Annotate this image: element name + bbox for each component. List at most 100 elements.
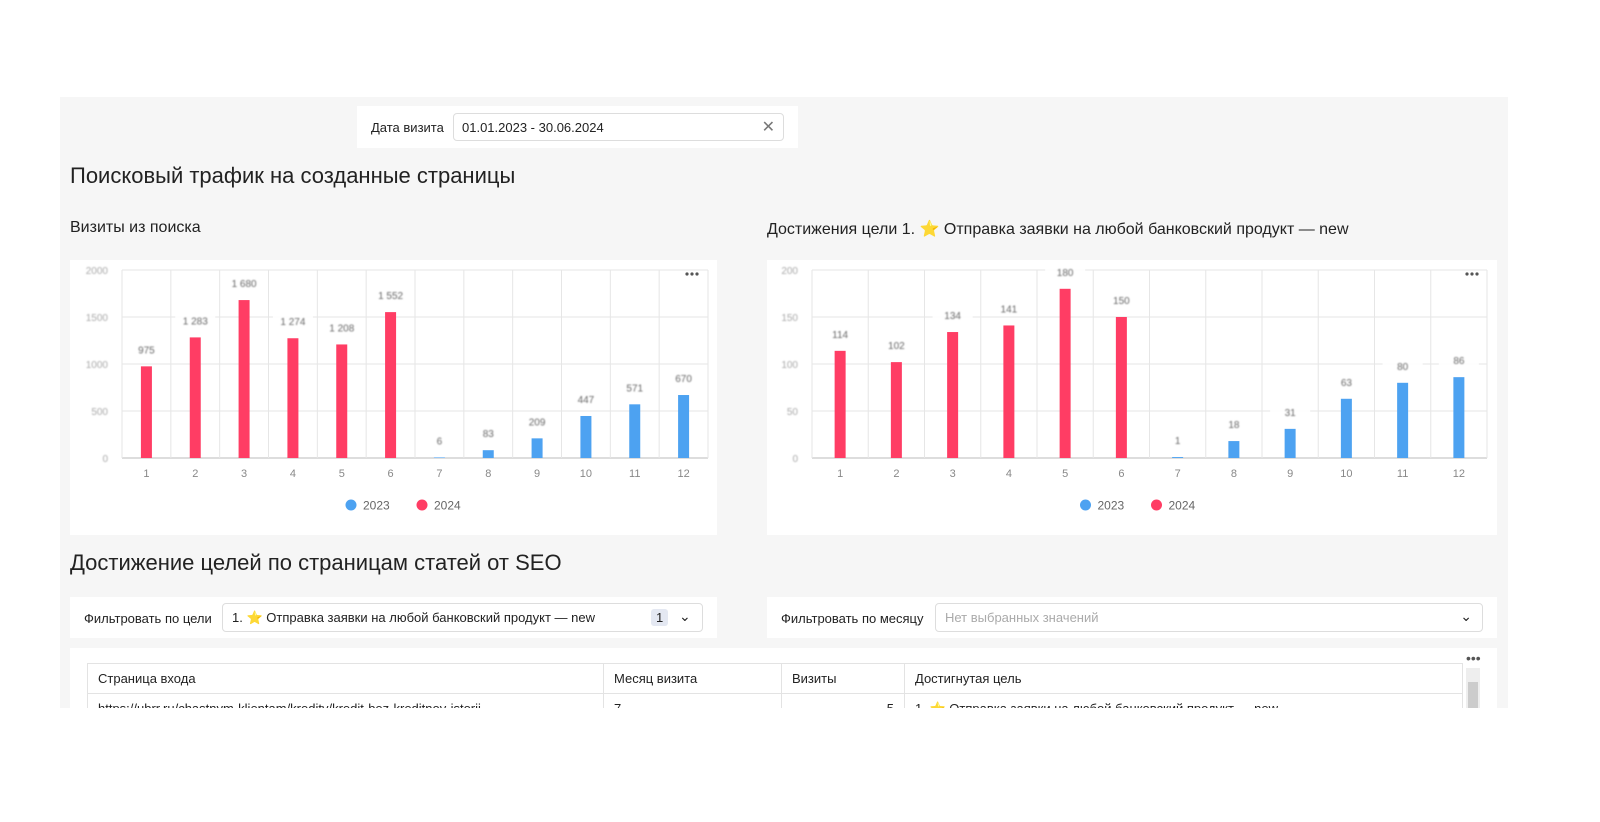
value-label-bg xyxy=(419,432,460,449)
month-filter: Фильтровать по месяцу Нет выбранных знач… xyxy=(767,597,1497,638)
goal-filter: Фильтровать по цели 1. ⭐ Отправка заявки… xyxy=(70,597,717,638)
chart-title: Достижения цели 1. ⭐ Отправка заявки на … xyxy=(767,221,1349,238)
column-header: Месяц визита xyxy=(603,663,782,694)
value-label: 150 xyxy=(1113,296,1130,307)
value-label-bg xyxy=(517,413,558,430)
x-tick-label: 10 xyxy=(1340,468,1352,480)
menu-dot xyxy=(1470,272,1474,276)
x-tick-label: 1 xyxy=(837,468,843,480)
menu-dot xyxy=(1465,272,1469,276)
x-tick-label: 11 xyxy=(1397,468,1408,480)
x-tick-label: 6 xyxy=(1118,468,1124,480)
value-label-bg xyxy=(565,390,606,407)
value-label: 1 680 xyxy=(232,279,257,290)
bar xyxy=(1284,428,1296,458)
month-placeholder: Нет выбранных значений xyxy=(945,610,1099,625)
x-tick-label: 11 xyxy=(629,468,640,480)
bar xyxy=(433,457,445,458)
x-tick-label: 7 xyxy=(1175,468,1181,480)
value-label-bg xyxy=(614,379,655,396)
value-label: 86 xyxy=(1453,356,1465,367)
value-label-bg xyxy=(468,425,509,442)
date-input[interactable]: 01.01.2023 - 30.06.2024 ✕ xyxy=(453,113,784,141)
y-tick-label: 0 xyxy=(792,454,798,465)
y-tick-label: 1500 xyxy=(86,313,109,324)
table-row: https://ubrr.ru/chastnym-klientam/kredit… xyxy=(87,693,1463,708)
value-label-bg xyxy=(988,300,1029,317)
bar xyxy=(1003,325,1015,458)
x-tick-label: 2 xyxy=(893,468,899,480)
value-label-bg xyxy=(1438,352,1479,369)
legend-label: 2024 xyxy=(434,499,461,513)
table-cell: https://ubrr.ru/chastnym-klientam/kredit… xyxy=(87,693,604,708)
value-label-bg xyxy=(932,307,973,324)
x-tick-label: 12 xyxy=(677,468,689,480)
scrollbar xyxy=(1466,668,1480,708)
bar xyxy=(287,338,299,458)
x-tick-label: 8 xyxy=(1231,468,1237,480)
value-label: 141 xyxy=(1001,304,1018,315)
value-label: 1 283 xyxy=(183,316,208,327)
menu-icon[interactable]: ••• xyxy=(1466,650,1481,666)
dashboard: Дата визита 01.01.2023 - 30.06.2024 ✕ По… xyxy=(60,97,1508,708)
y-tick-label: 150 xyxy=(781,313,798,324)
x-tick-label: 5 xyxy=(1062,468,1068,480)
x-tick-label: 3 xyxy=(241,468,247,480)
value-label-bg xyxy=(663,370,704,387)
chevron[interactable]: ⌄ xyxy=(679,608,691,624)
y-tick-label: 500 xyxy=(91,407,108,418)
value-label: 1 208 xyxy=(329,323,354,334)
bar xyxy=(482,450,494,458)
section-title: Достижение целей по страницам статей от … xyxy=(70,550,562,575)
value-label: 1 552 xyxy=(378,291,403,302)
scroll-thumb[interactable] xyxy=(1468,682,1478,708)
column-header: Страница входа xyxy=(87,663,604,694)
value-label: 83 xyxy=(483,429,495,440)
value-label-bg xyxy=(321,319,362,336)
value-label-bg xyxy=(224,275,265,292)
bar xyxy=(629,404,641,458)
value-label-bg xyxy=(1101,292,1142,308)
bar xyxy=(890,362,902,458)
table: Страница входа Месяц визита Визиты Достигну… xyxy=(87,663,1463,708)
x-tick-label: 2 xyxy=(192,468,198,480)
value-label-bg xyxy=(272,313,313,330)
bar xyxy=(1228,441,1240,458)
goal-select[interactable]: 1. ⭐ Отправка заявки на любой банковский… xyxy=(222,603,703,632)
chart-title: Визиты из поиска xyxy=(70,219,201,236)
value-label: 180 xyxy=(1057,268,1074,279)
bar xyxy=(189,337,201,458)
month-select[interactable]: Нет выбранных значений ⌄ xyxy=(935,603,1483,632)
value-label: 209 xyxy=(529,417,546,428)
y-tick-label: 2000 xyxy=(86,266,109,277)
x-tick-label: 5 xyxy=(339,468,345,480)
date-filter-label: Дата визита xyxy=(371,120,444,135)
value-label: 31 xyxy=(1285,408,1297,419)
value-label: 1 xyxy=(1175,436,1181,447)
bar xyxy=(140,366,152,458)
value-label: 18 xyxy=(1228,420,1240,431)
x-tick-label: 9 xyxy=(534,468,540,480)
legend-marker xyxy=(1080,499,1091,511)
table-cell: 5 xyxy=(781,693,905,708)
value-label-bg xyxy=(1382,357,1423,374)
goal-value: 1. ⭐ Отправка заявки на любой банковский… xyxy=(232,610,596,625)
goal-count: 1 xyxy=(651,609,669,626)
x-tick-label: 10 xyxy=(580,468,592,480)
y-tick-label: 200 xyxy=(781,266,798,277)
chevron[interactable]: ⌄ xyxy=(1460,608,1472,624)
bar xyxy=(1340,398,1352,458)
table-cell: 1. ⭐ Отправка заявки на любой банковский… xyxy=(904,693,1463,708)
bar xyxy=(1115,317,1127,458)
legend-label: 2024 xyxy=(1169,499,1196,513)
bar xyxy=(1059,288,1071,458)
bar xyxy=(678,395,690,458)
value-label: 571 xyxy=(626,383,643,394)
menu-dot xyxy=(695,272,699,276)
x-tick-label: 4 xyxy=(1006,468,1012,480)
section-title: Поисковый трафик на созданные страницы xyxy=(70,163,516,188)
value-label-bg xyxy=(370,287,411,304)
clear-icon[interactable]: ✕ xyxy=(761,119,775,136)
